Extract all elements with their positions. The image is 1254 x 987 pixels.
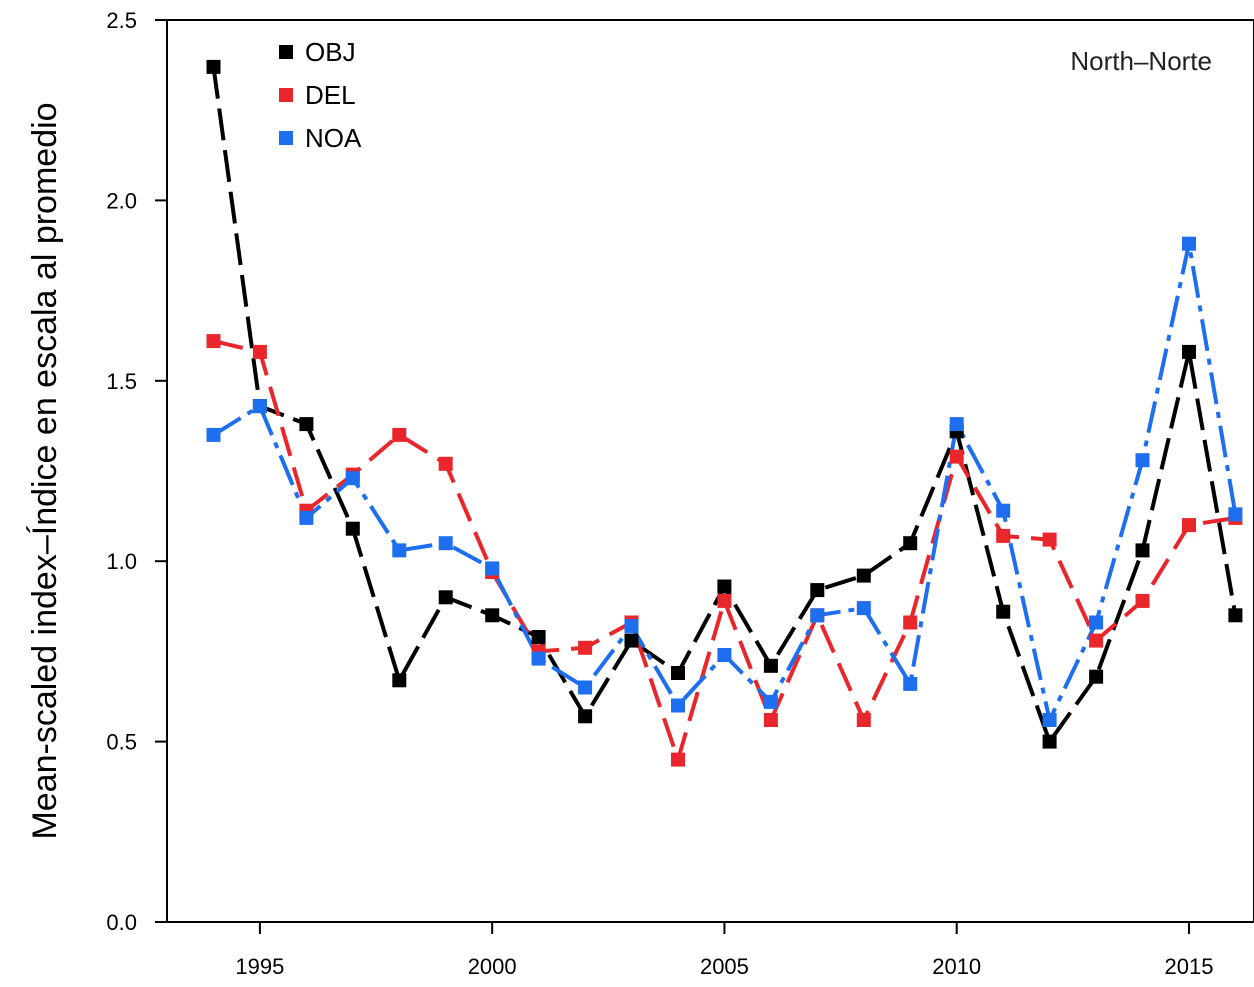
x-tick-label: 1995	[235, 954, 284, 979]
point-del-2008	[856, 713, 871, 727]
point-del-1994	[206, 334, 221, 349]
point-del-1999	[438, 456, 453, 471]
point-del-2006	[763, 713, 778, 727]
point-noa-1999	[438, 536, 453, 551]
point-del-2005	[717, 593, 732, 608]
legend-swatch-obj	[279, 45, 293, 59]
panel-annotation: North–Norte	[1070, 46, 1212, 76]
point-noa-2002	[578, 680, 593, 695]
point-del-2011	[996, 528, 1011, 543]
point-obj-2003	[624, 633, 639, 648]
point-obj-2013	[1089, 669, 1104, 684]
y-tick-label: 0.5	[106, 730, 137, 755]
legend-label-obj: OBJ	[305, 37, 356, 67]
y-tick-label: 1.0	[106, 549, 137, 574]
y-tick-label: 0.0	[106, 910, 137, 935]
point-noa-2013	[1089, 615, 1104, 630]
legend-label-del: DEL	[305, 80, 356, 110]
legend-swatch-del	[279, 88, 293, 102]
point-obj-2004	[671, 666, 685, 680]
point-noa-2005	[717, 648, 732, 662]
legend-swatch-noa	[279, 131, 293, 145]
point-obj-2005	[717, 579, 732, 594]
point-obj-2007	[810, 583, 825, 598]
point-del-2015	[1182, 518, 1196, 533]
point-del-2004	[671, 752, 685, 767]
point-del-1998	[392, 427, 407, 442]
point-noa-2008	[856, 601, 871, 616]
point-noa-2012	[1042, 713, 1057, 727]
y-tick-label: 2.5	[106, 8, 137, 33]
point-obj-1999	[438, 590, 453, 605]
y-tick-label: 2.0	[106, 188, 137, 213]
point-noa-2001	[531, 651, 546, 666]
x-tick-label: 2010	[932, 954, 981, 979]
point-del-2013	[1089, 633, 1104, 648]
point-del-2009	[903, 615, 918, 630]
point-del-2014	[1135, 593, 1150, 608]
point-noa-2006	[763, 694, 778, 709]
point-noa-2004	[671, 698, 685, 713]
point-obj-1997	[345, 521, 360, 536]
point-noa-2000	[485, 561, 500, 576]
point-noa-2016	[1228, 507, 1243, 522]
plot-points	[206, 59, 1243, 767]
point-noa-2014	[1135, 453, 1150, 468]
point-noa-1995	[252, 399, 267, 414]
point-obj-2012	[1042, 734, 1057, 749]
axes: 1995 2000 2005 2010 2015 0.0 0.5 1.0 1.5 2.0 2.5	[106, 8, 1213, 979]
point-noa-1997	[345, 471, 360, 486]
point-obj-1996	[299, 417, 314, 432]
point-obj-2001	[531, 630, 546, 644]
point-obj-1994	[206, 59, 221, 74]
series-line-del	[213, 339, 1236, 762]
point-noa-2003	[624, 619, 639, 634]
point-noa-2009	[903, 676, 918, 691]
point-obj-2002	[578, 709, 593, 724]
point-noa-2011	[996, 503, 1011, 518]
point-obj-2008	[856, 568, 871, 583]
point-obj-2009	[903, 536, 918, 551]
point-noa-2007	[810, 608, 825, 623]
legend-label-noa: NOA	[305, 123, 362, 153]
point-noa-1994	[206, 427, 221, 442]
x-tick-label: 2000	[468, 954, 517, 979]
y-tick-label: 1.5	[106, 369, 137, 394]
point-del-1995	[252, 344, 267, 359]
point-obj-2016	[1228, 608, 1243, 623]
point-obj-2000	[485, 608, 500, 623]
point-noa-2015	[1182, 236, 1196, 251]
point-del-2002	[578, 640, 593, 655]
plot-frame	[166, 19, 1254, 923]
x-tick-label: 2015	[1164, 954, 1213, 979]
point-obj-2011	[996, 604, 1011, 619]
point-del-2012	[1042, 532, 1057, 547]
point-obj-2014	[1135, 543, 1150, 558]
legend: OBJ DEL NOA	[279, 37, 362, 153]
point-noa-2010	[949, 417, 964, 432]
point-obj-1998	[392, 673, 407, 688]
point-noa-1996	[299, 510, 314, 525]
point-obj-2006	[763, 658, 778, 673]
x-tick-label: 2005	[700, 954, 749, 979]
y-axis-title: Mean-scaled index–Índice en escala al pr…	[26, 102, 64, 839]
point-del-2010	[949, 449, 964, 464]
point-obj-2015	[1182, 344, 1196, 359]
point-noa-1998	[392, 543, 407, 558]
